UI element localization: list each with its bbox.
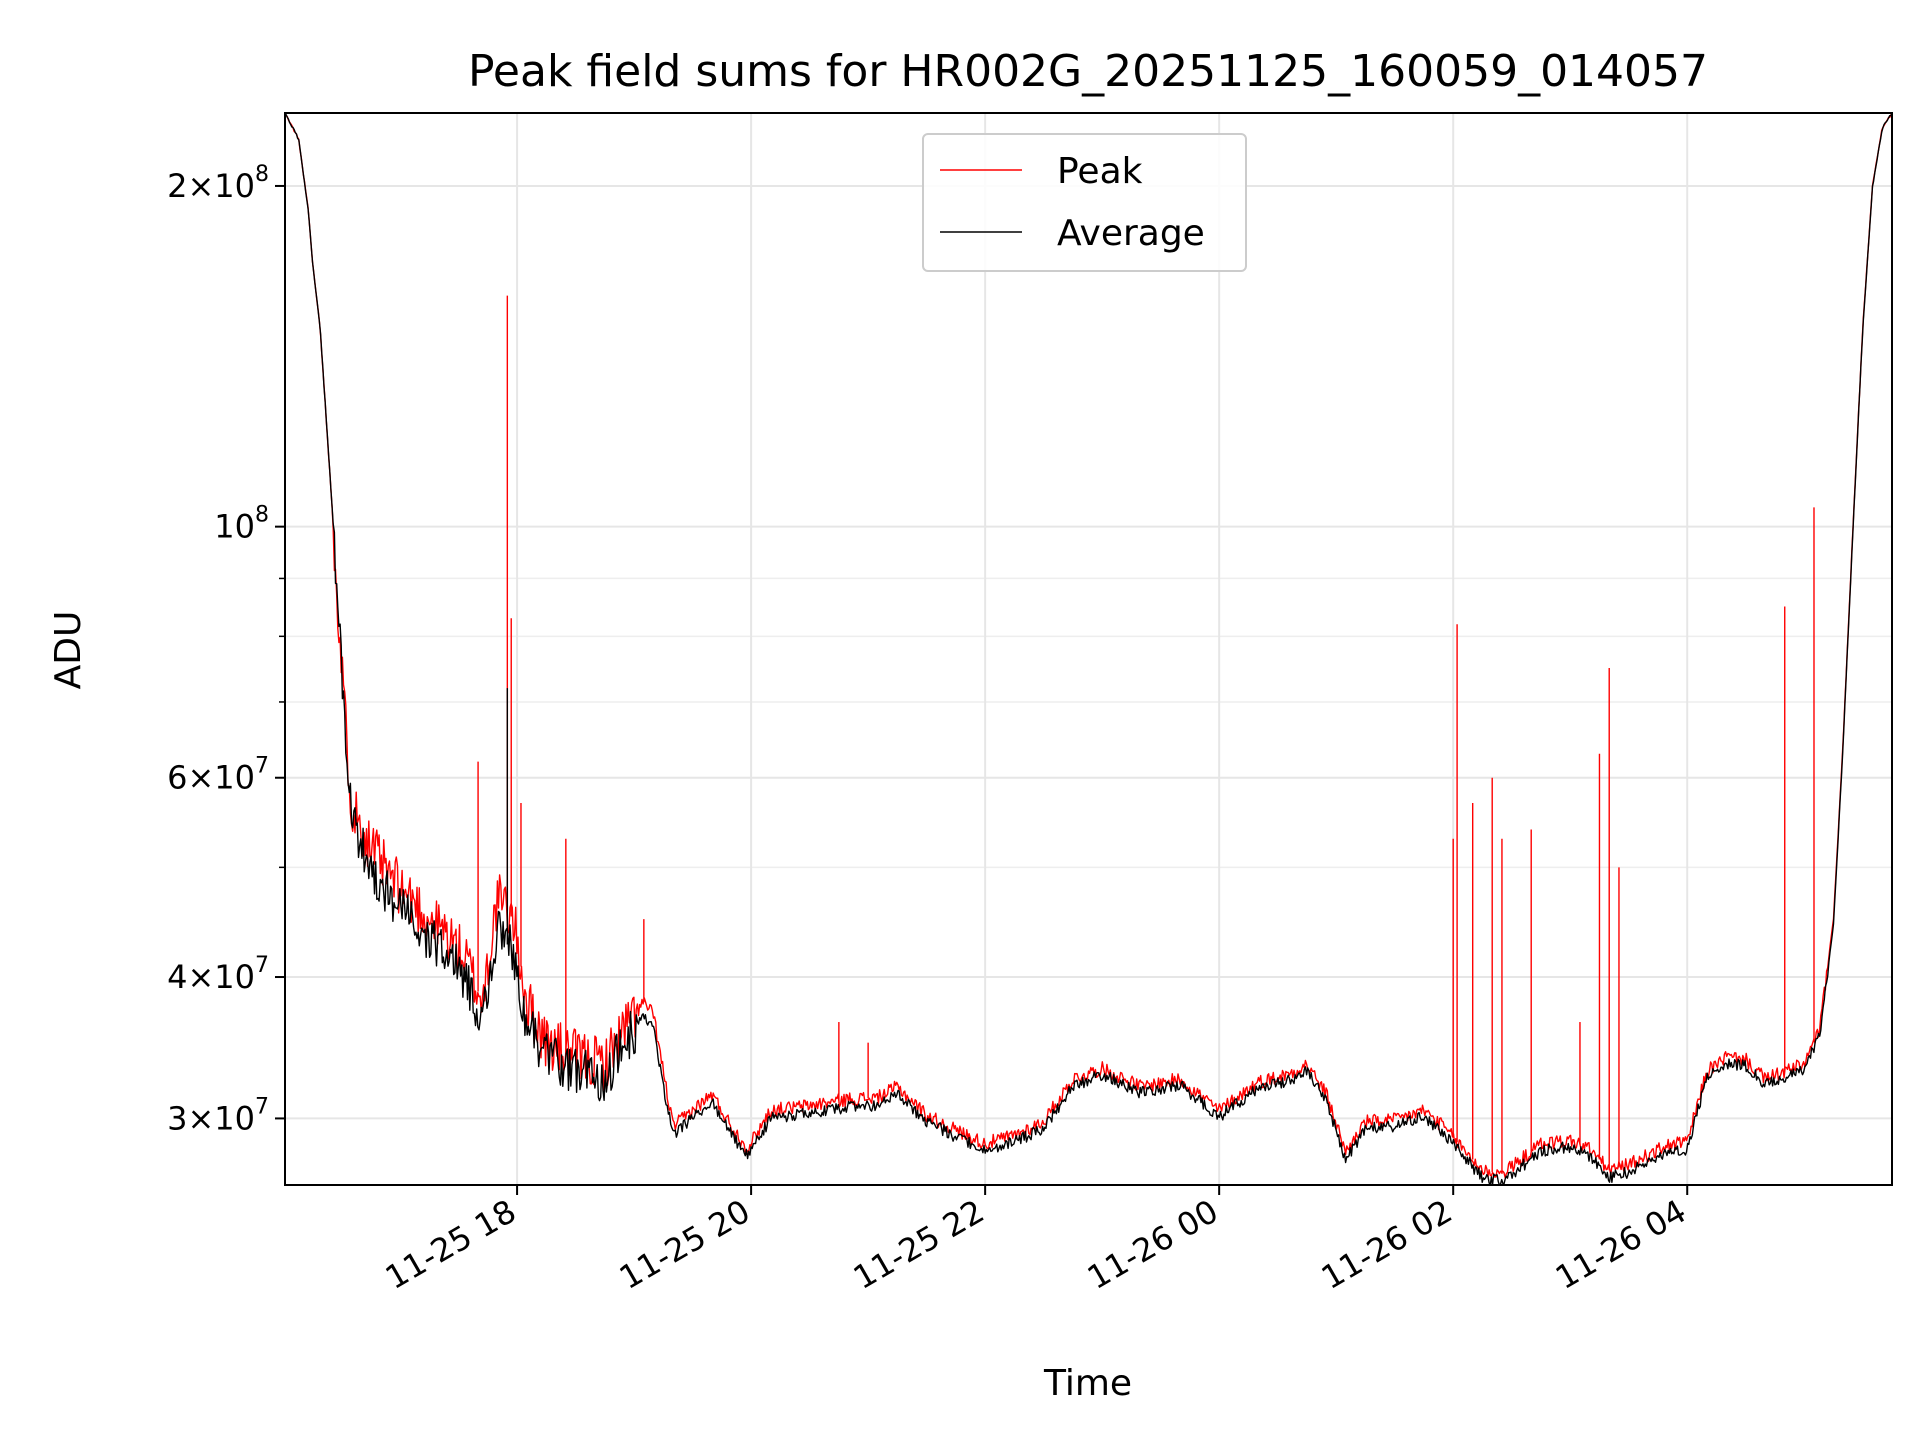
x-axis: 11-25 18 11-25 20 11-25 22 11-26 00 11-26 02… xyxy=(379,1185,1693,1297)
y-tick-label: 2×108 xyxy=(167,162,269,205)
average-line xyxy=(284,112,1893,1186)
x-tick-label: 11-26 02 xyxy=(1315,1192,1459,1297)
y-tick-base: 3×10 xyxy=(167,1099,255,1137)
x-axis-label: Time xyxy=(1043,1363,1132,1404)
y-tick-label: 4×107 xyxy=(167,953,269,996)
y-tick-base: 6×10 xyxy=(167,759,255,797)
x-tick-label: 11-26 04 xyxy=(1549,1192,1693,1297)
peak-series xyxy=(284,112,1893,1179)
y-tick-base: 2×10 xyxy=(167,167,255,205)
y-tick-exponent: 8 xyxy=(255,162,269,187)
y-tick-exponent: 7 xyxy=(255,754,269,779)
y-tick-label: 3×107 xyxy=(167,1094,269,1137)
y-tick-base: 4×10 xyxy=(167,958,255,996)
plot-area-frame xyxy=(284,112,1893,1186)
legend-average-label: Average xyxy=(1057,213,1205,254)
y-tick-base: 10 xyxy=(214,508,255,546)
y-tick-label: 108 xyxy=(214,503,269,546)
legend-peak-label: Peak xyxy=(1057,151,1143,192)
y-tick-exponent: 7 xyxy=(255,1094,269,1119)
y-tick-exponent: 8 xyxy=(255,503,269,528)
x-tick-label: 11-26 00 xyxy=(1081,1192,1225,1297)
y-tick-label: 6×107 xyxy=(167,754,269,797)
legend: Peak Average xyxy=(922,133,1247,272)
legend-box xyxy=(922,133,1247,272)
y-tick-exponent: 7 xyxy=(255,953,269,978)
x-tick-label: 11-25 18 xyxy=(379,1192,523,1297)
chart-title: Peak field sums for HR002G_20251125_1600… xyxy=(468,46,1708,97)
x-tick-label: 11-25 20 xyxy=(613,1192,757,1297)
y-axis-label: ADU xyxy=(48,611,89,690)
average-series xyxy=(284,112,1893,1186)
x-tick-label: 11-25 22 xyxy=(847,1192,991,1297)
